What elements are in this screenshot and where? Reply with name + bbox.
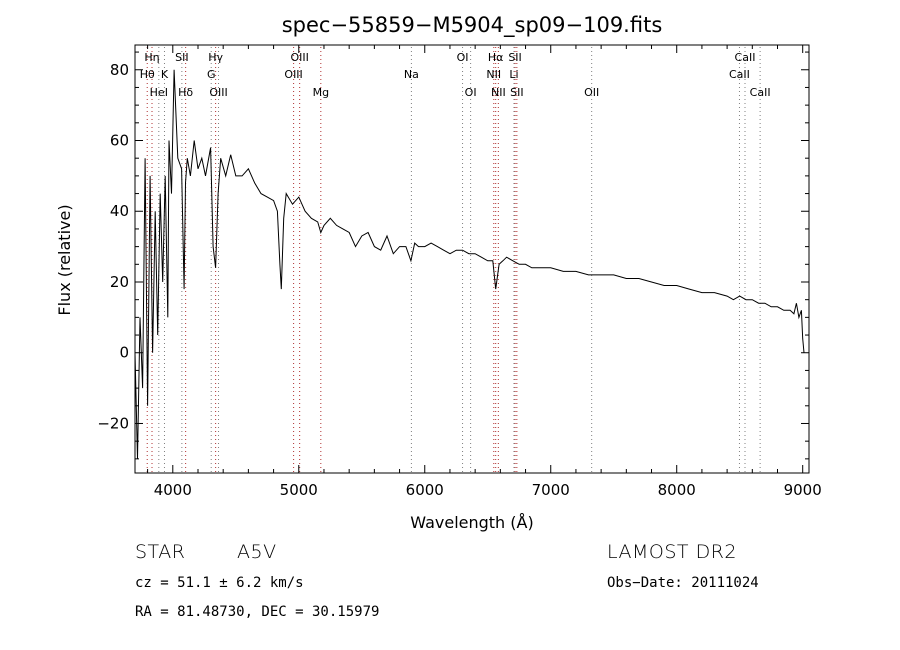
line-label: HeI (150, 86, 168, 99)
line-label: SII (510, 86, 523, 99)
y-tick-label: −20 (97, 414, 129, 432)
y-tick-label: 80 (110, 61, 129, 79)
line-label: OII (584, 86, 599, 99)
line-label: K (161, 68, 169, 81)
line-label: Li (509, 68, 518, 81)
y-axis: −20 0 20 40 60 80 (97, 51, 809, 460)
line-label: Hη (144, 51, 159, 64)
line-label: NII (486, 68, 501, 81)
x-tick-label: 7000 (532, 481, 570, 499)
y-axis-label: Flux (relative) (55, 204, 74, 315)
line-label: OIII (284, 68, 302, 81)
y-tick-label: 60 (110, 132, 129, 150)
line-label: CaII (729, 68, 750, 81)
y-tick-label: 0 (119, 344, 129, 362)
line-label: CaII (735, 51, 756, 64)
coordinates: RA = 81.48730, DEC = 30.15979 (135, 604, 380, 620)
x-axis: 4000 5000 6000 7000 8000 9000 (147, 45, 822, 499)
line-label: OI (465, 86, 477, 99)
obs-date: Obs−Date: 20111024 (607, 575, 759, 591)
line-label: Hα (488, 51, 504, 64)
object-class: STAR (135, 541, 186, 563)
line-label: Hθ (140, 68, 155, 81)
line-label: Hδ (178, 86, 193, 99)
line-label: Hγ (208, 51, 223, 64)
x-tick-label: 8000 (658, 481, 696, 499)
line-markers (146, 47, 761, 473)
subclass: A5V (237, 541, 277, 563)
x-tick-label: 6000 (406, 481, 444, 499)
survey-name: LAMOST DR2 (607, 541, 737, 563)
y-tick-label: 40 (110, 202, 129, 220)
redshift-cz: cz = 51.1 ± 6.2 km/s (135, 575, 304, 591)
x-tick-label: 4000 (154, 481, 192, 499)
x-tick-label: 9000 (784, 481, 822, 499)
line-label: SII (175, 51, 188, 64)
line-label: CaII (750, 86, 771, 99)
line-label: NII (491, 86, 506, 99)
line-label: OIII (209, 86, 227, 99)
y-tick-label: 20 (110, 273, 129, 291)
line-label: Na (404, 68, 419, 81)
flux-series-line (134, 69, 805, 459)
x-tick-label: 5000 (280, 481, 318, 499)
line-label: SII (508, 51, 521, 64)
line-label: OIII (290, 51, 308, 64)
line-labels: Hη Hθ HeI K SII Hδ Hγ G OIII OIII OIII Mg Na OI OI Hα NI… (140, 51, 771, 99)
line-label: OI (457, 51, 469, 64)
chart-title: spec−55859−M5904_sp09−109.fits (282, 13, 663, 38)
plot-frame (134, 44, 810, 474)
x-axis-label: Wavelength (Å) (410, 513, 533, 532)
line-label: G (207, 68, 216, 81)
line-label: Mg (313, 86, 329, 99)
